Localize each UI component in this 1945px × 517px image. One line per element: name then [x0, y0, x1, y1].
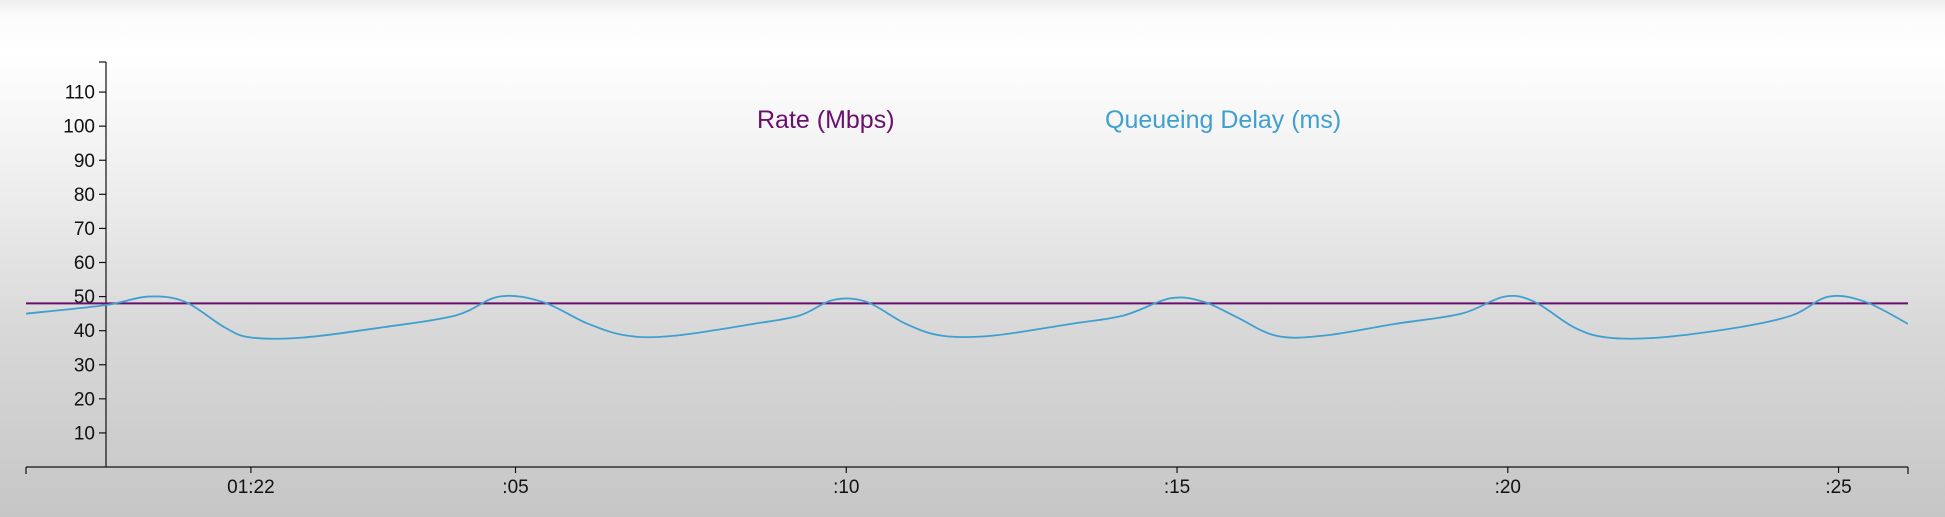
legend-rate: Rate (Mbps) — [757, 106, 895, 134]
x-tick-label: :05 — [502, 477, 528, 498]
x-tick-label: 01:22 — [227, 477, 275, 498]
y-tick-label: 80 — [74, 185, 95, 206]
x-axis: 01:22 :05 :10 :15 :20 :25 — [25, 466, 1909, 498]
y-tick-label: 40 — [74, 321, 95, 342]
x-tick-label: :20 — [1495, 477, 1521, 498]
y-tick-label: 90 — [74, 151, 95, 172]
y-tick-label: 30 — [74, 355, 95, 376]
y-tick-label: 70 — [74, 219, 95, 240]
legend-queueing-delay: Queueing Delay (ms) — [1105, 106, 1341, 134]
y-axis: 10 20 30 40 50 60 70 80 90 100 110 — [63, 61, 107, 467]
x-tick-label: :25 — [1825, 477, 1851, 498]
queueing-delay-line — [26, 294, 1908, 340]
y-ticks: 10 20 30 40 50 60 70 80 90 100 110 — [63, 83, 106, 444]
y-tick-label: 110 — [65, 83, 95, 104]
y-tick-label: 10 — [74, 423, 95, 444]
x-tick-label: :10 — [833, 477, 859, 498]
series-layer — [26, 294, 1908, 340]
y-tick-label: 100 — [63, 117, 95, 138]
y-tick-label: 20 — [74, 389, 95, 410]
legend: Rate (Mbps) Queueing Delay (ms) — [757, 106, 1341, 134]
x-tick-label: :15 — [1164, 477, 1190, 498]
y-tick-label: 60 — [74, 253, 95, 274]
y-tick-label: 50 — [74, 287, 95, 308]
x-ticks: 01:22 :05 :10 :15 :20 :25 — [227, 467, 1852, 498]
